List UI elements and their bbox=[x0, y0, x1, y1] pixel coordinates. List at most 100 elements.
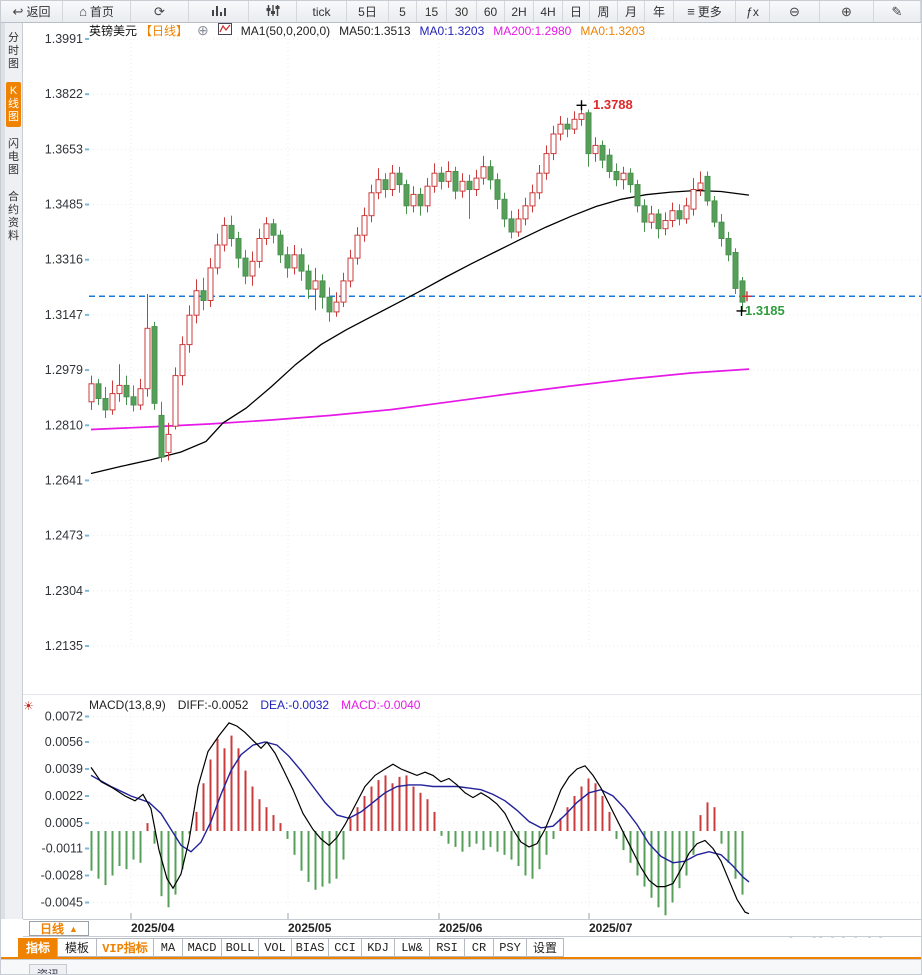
date-axis-row: 日线 ▲ 2025/04 2025/05 2025/06 2025/07 bbox=[23, 919, 921, 937]
sidebar-stripe bbox=[1, 23, 5, 919]
last-cross-marker bbox=[736, 305, 747, 316]
toolbar-label: 15 bbox=[424, 4, 439, 19]
refresh-icon: ⟳ bbox=[154, 4, 165, 19]
menu-button[interactable]: ≡ 更多 bbox=[674, 1, 736, 22]
back-icon: ↩ bbox=[12, 4, 24, 19]
period-button-60[interactable]: 60 bbox=[477, 1, 505, 22]
macd-y-axis-label: -0.0045 bbox=[41, 896, 83, 910]
period-button-年[interactable]: 年 bbox=[645, 1, 674, 22]
tab-MACD[interactable]: MACD bbox=[182, 938, 222, 957]
toolbar-label: ƒx bbox=[746, 4, 759, 19]
macd-title-label: MACD(13,8,9) bbox=[89, 697, 166, 712]
macd-dea-label: DEA:-0.0032 bbox=[260, 697, 330, 712]
tab-PSY[interactable]: PSY bbox=[493, 938, 527, 957]
period-button-15[interactable]: 15 bbox=[417, 1, 447, 22]
ma0-blue-value-label: MA0:1.3203 bbox=[419, 23, 485, 38]
y-axis-label: 1.2304 bbox=[45, 584, 83, 598]
refresh-button[interactable]: ⟳ bbox=[131, 1, 189, 22]
circle-plus-icon[interactable]: ⊕ bbox=[197, 22, 209, 38]
tab-RSI[interactable]: RSI bbox=[429, 938, 465, 957]
zoom-out-button[interactable]: ⊖ bbox=[770, 1, 820, 22]
last-plus-marker bbox=[742, 291, 752, 302]
y-axis-label: 1.3822 bbox=[45, 87, 83, 101]
period-button-4H[interactable]: 4H bbox=[534, 1, 563, 22]
date-label: 2025/06 bbox=[439, 921, 483, 935]
candles bbox=[88, 105, 746, 463]
period-button-tick[interactable]: tick bbox=[297, 1, 347, 22]
period-button-2H[interactable]: 2H bbox=[505, 1, 534, 22]
home-button[interactable]: ⌂ 首页 bbox=[63, 1, 131, 22]
toolbar-label: 年 bbox=[652, 5, 665, 19]
tab-MA[interactable]: MA bbox=[153, 938, 183, 957]
toolbar-label: 返回 bbox=[26, 5, 51, 19]
sliders-button[interactable] bbox=[249, 1, 297, 22]
macd-header: MACD(13,8,9) DIFF:-0.0052 DEA:-0.0032 MA… bbox=[89, 697, 420, 712]
period-button-日[interactable]: 日 bbox=[563, 1, 590, 22]
tab-KDJ[interactable]: KDJ bbox=[361, 938, 395, 957]
date-label: 2025/07 bbox=[589, 921, 633, 935]
tab-CCI[interactable]: CCI bbox=[328, 938, 362, 957]
pencil-icon: ✎ bbox=[891, 4, 903, 19]
tab-VIP指标[interactable]: VIP指标 bbox=[96, 938, 154, 957]
macd-value-label: MACD:-0.0040 bbox=[341, 697, 421, 712]
sidebar-item-lightning-chart[interactable]: 闪电图 bbox=[8, 138, 19, 176]
tab-BOLL[interactable]: BOLL bbox=[221, 938, 259, 957]
toolbar-label: 5日 bbox=[358, 5, 377, 19]
pencil-button[interactable]: ✎ bbox=[874, 1, 921, 22]
macd-y-axis-label: -0.0011 bbox=[42, 842, 84, 856]
macd-y-axis-label: 0.0072 bbox=[45, 710, 83, 724]
y-axis-label: 1.2473 bbox=[45, 529, 83, 543]
date-label: 2025/04 bbox=[131, 921, 175, 935]
indicator-tabs: 指标 模板 VIP指标 MA MACD BOLL VOL BIAS CCI KDJ LW& RSI CR… bbox=[1, 938, 921, 957]
toolbar-label: 月 bbox=[624, 5, 637, 19]
period-button-30[interactable]: 30 bbox=[447, 1, 477, 22]
tab-BIAS[interactable]: BIAS bbox=[291, 938, 329, 957]
panel-divider bbox=[23, 694, 921, 695]
toolbar-label: 周 bbox=[597, 5, 610, 19]
sidebar-item-kline-chart[interactable]: K线图 bbox=[6, 82, 21, 127]
chart-header: 英镑美元 【日线】 ⊕ MA1(50,0,200,0) MA50:1.3513 … bbox=[89, 22, 645, 38]
tab-LW&[interactable]: LW& bbox=[394, 938, 430, 957]
home-icon: ⌂ bbox=[79, 4, 87, 19]
zoom-in-button[interactable]: ⊕ bbox=[820, 1, 874, 22]
y-axis-label: 1.2641 bbox=[45, 473, 83, 487]
bar-chart-icon bbox=[211, 4, 227, 19]
period-button-ƒx[interactable]: ƒx bbox=[736, 1, 770, 22]
ma200-value-label: MA200:1.2980 bbox=[493, 23, 572, 38]
bar-chart-button[interactable] bbox=[189, 1, 249, 22]
accent-underline bbox=[1, 957, 921, 959]
tab-指标[interactable]: 指标 bbox=[18, 938, 58, 957]
macd-diff-label: DIFF:-0.0052 bbox=[177, 697, 249, 712]
period-button-月[interactable]: 月 bbox=[618, 1, 645, 22]
top-toolbar: ↩ 返回 ⌂ 首页 ⟳ tick 5日 5 15 30 60 2H 4H 日周月年 ≡ 更多 ƒx ⊖ ⊕ ✎ bbox=[1, 1, 921, 23]
indicator-settings-icon[interactable]: ☀ bbox=[23, 699, 34, 713]
toolbar-label: 更多 bbox=[697, 5, 722, 19]
news-tab-label[interactable]: 资讯 bbox=[29, 964, 67, 974]
toolbar-label: 60 bbox=[483, 4, 498, 19]
tab-CR[interactable]: CR bbox=[464, 938, 494, 957]
y-axis-label: 1.3991 bbox=[45, 32, 83, 46]
zoom-in-icon: ⊕ bbox=[841, 4, 852, 19]
tab-模板[interactable]: 模板 bbox=[57, 938, 97, 957]
tab-设置[interactable]: 设置 bbox=[526, 938, 564, 957]
zoom-out-icon: ⊖ bbox=[789, 4, 800, 19]
period-button-5[interactable]: 5 bbox=[389, 1, 417, 22]
period-dropdown[interactable]: 日线 ▲ bbox=[29, 921, 89, 936]
tab-VOL[interactable]: VOL bbox=[258, 938, 292, 957]
menu-icon: ≡ bbox=[687, 4, 695, 19]
macd-y-axis-label: 0.0005 bbox=[45, 816, 83, 830]
date-label: 2025/05 bbox=[288, 921, 332, 935]
back-button[interactable]: ↩ 返回 bbox=[1, 1, 63, 22]
period-dropdown-label: 日线 bbox=[40, 922, 65, 936]
toolbar-label: tick bbox=[312, 4, 331, 19]
period-button-5日[interactable]: 5日 bbox=[347, 1, 389, 22]
gridlines: 1.3991 1.3822 1.3653 1.3485 1.3316 1.3147 1.29… bbox=[41, 32, 919, 919]
sidebar-item-time-chart[interactable]: 分时图 bbox=[8, 32, 19, 70]
y-axis-label: 1.3653 bbox=[45, 142, 83, 156]
period-button-周[interactable]: 周 bbox=[590, 1, 618, 22]
ma-indicator-icon bbox=[217, 23, 232, 38]
dea-line bbox=[90, 741, 750, 883]
sidebar-item-contract-info[interactable]: 合约资料 bbox=[8, 191, 19, 242]
